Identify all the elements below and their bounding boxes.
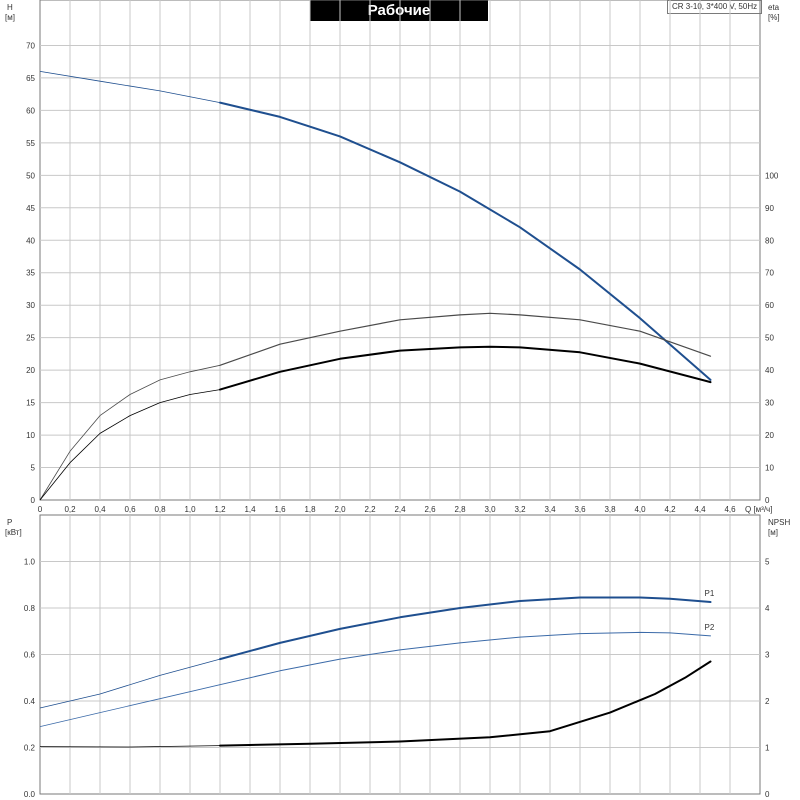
y-left-axis-label: P: [7, 518, 12, 527]
y-right-tick-label: 80: [765, 236, 774, 245]
y-right-tick-label: 5: [765, 558, 770, 567]
x-axis-label: Q [м³/ч]: [745, 505, 772, 514]
y-right-tick-label: 1: [765, 744, 770, 753]
y-left-axis-unit: [кВт]: [5, 528, 22, 537]
y-right-tick-label: 3: [765, 651, 770, 660]
y-left-tick-label: 15: [26, 399, 35, 408]
x-tick-label: 1,8: [304, 505, 316, 514]
curve-0-1: [219, 312, 712, 366]
y-right-tick-label: 40: [765, 366, 774, 375]
y-left-tick-label: 1.0: [24, 558, 36, 567]
curve-0-2: [219, 345, 712, 391]
y-right-tick-label: 20: [765, 431, 774, 440]
x-tick-label: 4,0: [634, 505, 646, 514]
x-tick-label: 0,6: [124, 505, 136, 514]
y-right-axis-label: eta: [768, 3, 780, 12]
x-tick-label: 0: [38, 505, 43, 514]
x-tick-label: 3,8: [604, 505, 616, 514]
x-tick-label: 2,0: [334, 505, 346, 514]
x-tick-label: 2,2: [364, 505, 376, 514]
p2-curve-extended-1-1: [39, 684, 221, 727]
y-left-tick-label: 60: [26, 106, 35, 115]
x-tick-label: 3,4: [544, 505, 556, 514]
y-left-tick-label: 25: [26, 334, 35, 343]
curve-layer: [39, 71, 712, 748]
y-left-tick-label: 0.8: [24, 604, 36, 613]
y-left-tick-label: 0.4: [24, 697, 36, 706]
x-tick-label: 2,8: [454, 505, 466, 514]
y-left-tick-label: 20: [26, 366, 35, 375]
y-left-tick-label: 55: [26, 139, 35, 148]
x-tick-label: 0,2: [64, 505, 76, 514]
label-layer: 0510152025303540455055606570010203040506…: [5, 3, 790, 799]
series-label-p2: P2: [705, 623, 715, 632]
x-tick-label: 1,2: [214, 505, 226, 514]
y-left-tick-label: 30: [26, 301, 35, 310]
y-right-tick-label: 90: [765, 204, 774, 213]
x-tick-label: 3,2: [514, 505, 526, 514]
y-right-axis-unit: [%]: [768, 13, 780, 22]
x-tick-label: 1,6: [274, 505, 286, 514]
y-left-tick-label: 5: [31, 464, 36, 473]
x-tick-label: 2,4: [394, 505, 406, 514]
x-tick-label: 3,6: [574, 505, 586, 514]
y-right-tick-label: 0: [765, 790, 770, 799]
y-left-tick-label: 0.0: [24, 790, 36, 799]
y-right-tick-label: 0: [765, 496, 770, 505]
x-tick-label: 3,0: [484, 505, 496, 514]
x-tick-label: 0,4: [94, 505, 106, 514]
grid-layer: [39, 0, 761, 795]
p1-curve-extended-1-0: [39, 658, 221, 709]
y-left-tick-label: 40: [26, 236, 35, 245]
y-right-axis-unit: [м]: [768, 528, 778, 537]
y-left-tick-label: 35: [26, 269, 35, 278]
curve-extended-0-2: [39, 389, 221, 501]
y-right-tick-label: 70: [765, 269, 774, 278]
y-right-tick-label: 2: [765, 697, 770, 706]
x-tick-label: 4,4: [694, 505, 706, 514]
p1-curve-1-0: [219, 596, 712, 661]
y-right-tick-label: 50: [765, 334, 774, 343]
y-left-tick-label: 50: [26, 171, 35, 180]
x-tick-label: 1,4: [244, 505, 256, 514]
x-tick-label: 4,6: [724, 505, 736, 514]
curve-extended-0-1: [39, 364, 221, 501]
curve-extended-0-0: [39, 71, 221, 103]
y-left-tick-label: 10: [26, 431, 35, 440]
y-left-tick-label: 65: [26, 74, 35, 83]
y-right-tick-label: 100: [765, 171, 779, 180]
curve-extended-1-2: [39, 745, 221, 748]
y-right-tick-label: 4: [765, 604, 770, 613]
series-label-p1: P1: [705, 589, 715, 598]
y-left-tick-label: 0.6: [24, 651, 36, 660]
y-left-tick-label: 45: [26, 204, 35, 213]
y-right-axis-label: NPSH: [768, 518, 790, 527]
p2-curve-1-1: [219, 631, 711, 686]
x-tick-label: 4,2: [664, 505, 676, 514]
y-left-tick-label: 0.2: [24, 744, 36, 753]
x-tick-label: 1,0: [184, 505, 196, 514]
y-left-axis-unit: [м]: [5, 13, 15, 22]
y-right-tick-label: 60: [765, 301, 774, 310]
y-right-tick-label: 30: [765, 399, 774, 408]
x-tick-label: 0,8: [154, 505, 166, 514]
curve-0-0: [219, 101, 712, 381]
y-left-axis-label: H: [7, 3, 13, 12]
y-left-tick-label: 70: [26, 41, 35, 50]
x-tick-label: 2,6: [424, 505, 436, 514]
y-left-tick-label: 0: [31, 496, 36, 505]
y-right-tick-label: 10: [765, 464, 774, 473]
curve-1-2: [219, 660, 712, 747]
